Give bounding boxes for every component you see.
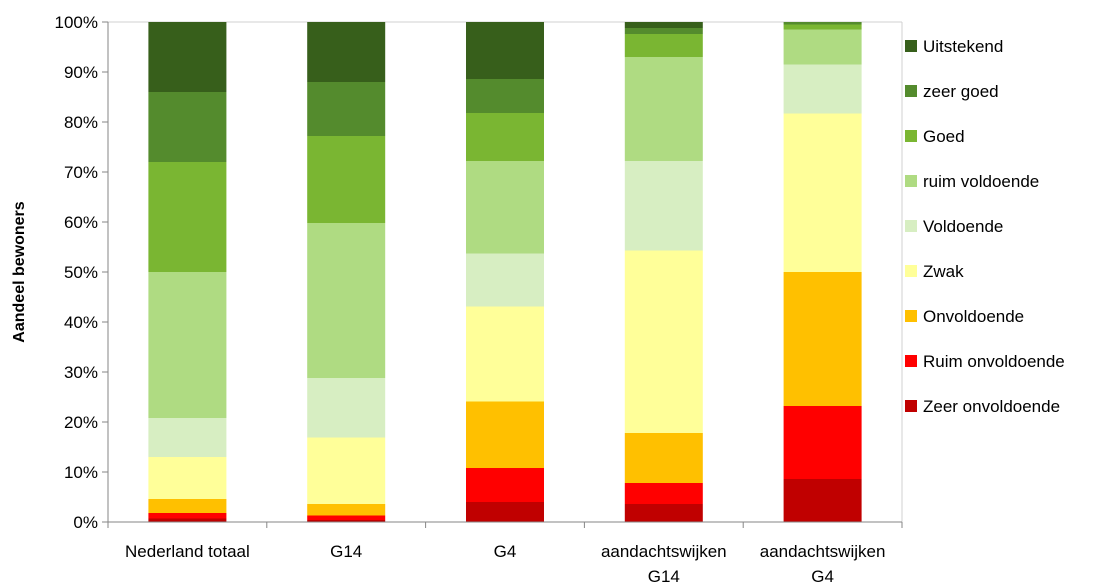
y-tick-label: 20% [64, 413, 98, 432]
bar-segment-onvoldoende [307, 504, 386, 516]
bar-segment-zeer-onvoldoende [307, 520, 386, 522]
bar-segment-zwak [783, 113, 862, 272]
legend-label: zeer goed [923, 82, 999, 101]
bar-segment-ruim-voldoende [307, 223, 386, 378]
legend-swatch [905, 265, 917, 277]
x-category-label: aandachtswijken [760, 542, 886, 561]
x-category-label: G14 [330, 542, 362, 561]
bar-segment-goed [783, 24, 862, 30]
legend-label: Zeer onvoldoende [923, 397, 1060, 416]
bar-segment-ruim-onvoldoende [466, 468, 544, 502]
bar-segment-ruim-voldoende [624, 57, 703, 161]
bar-segment-voldoende [624, 161, 703, 251]
y-tick-label: 40% [64, 313, 98, 332]
bar-segment-voldoende [148, 418, 227, 457]
bar-segment-goed [307, 136, 386, 223]
bar-segment-zeer-onvoldoende [783, 479, 862, 522]
legend-swatch [905, 130, 917, 142]
bar-segment-zeer-goed [148, 92, 227, 162]
bar-segment-ruim-voldoende [466, 161, 544, 254]
legend-label: ruim voldoende [923, 172, 1039, 191]
legend-swatch [905, 40, 917, 52]
bar-segment-ruim-onvoldoende [624, 483, 703, 504]
legend-swatch [905, 310, 917, 322]
bar-segment-zeer-onvoldoende [624, 504, 703, 522]
bar-segment-zwak [307, 437, 386, 504]
bar-segment-goed [148, 162, 227, 272]
bar-segment-uitstekend [307, 22, 386, 82]
bar-segment-zeer-goed [466, 79, 544, 113]
bar-segment-zwak [624, 250, 703, 433]
legend-swatch [905, 220, 917, 232]
y-tick-label: 50% [64, 263, 98, 282]
legend-label: Voldoende [923, 217, 1003, 236]
bar-segment-zeer-goed [783, 22, 862, 25]
y-tick-label: 0% [73, 513, 98, 532]
x-category-label: aandachtswijken [601, 542, 727, 561]
bar-segment-zwak [466, 306, 544, 402]
bar-segment-voldoende [466, 253, 544, 307]
bar-segment-onvoldoende [466, 401, 544, 468]
bar-segment-zeer-onvoldoende [148, 518, 227, 522]
bar-segment-uitstekend [466, 22, 544, 79]
y-axis: 0% 10% 20% 30% 40% 50% 60% 70% 80% 90% 100% [55, 13, 109, 532]
y-tick-label: 30% [64, 363, 98, 382]
y-tick-label: 100% [55, 13, 98, 32]
bar-segment-ruim-voldoende [783, 29, 862, 65]
bar-segment-uitstekend [148, 22, 227, 92]
legend-label: Ruim onvoldoende [923, 352, 1065, 371]
bar-segment-zwak [148, 457, 227, 499]
legend-swatch [905, 175, 917, 187]
x-category-label: G4 [811, 567, 834, 585]
legend-label: Goed [923, 127, 965, 146]
legend-label: Onvoldoende [923, 307, 1024, 326]
legend: Uitstekend zeer goed Goed ruim voldoende Vol… [905, 37, 1065, 416]
bars [148, 22, 862, 522]
x-axis: Nederland totaal G14 G4 aandachtswijken G14 a… [107, 521, 903, 585]
legend-swatch [905, 355, 917, 367]
bar-segment-zeer-goed [624, 28, 703, 34]
bar-segment-uitstekend [624, 22, 703, 28]
x-category-label: G4 [494, 542, 517, 561]
bar-segment-ruim-onvoldoende [148, 513, 227, 519]
bar-segment-voldoende [307, 378, 386, 438]
bar-segment-onvoldoende [148, 499, 227, 513]
bar-segment-onvoldoende [624, 433, 703, 483]
y-tick-label: 70% [64, 163, 98, 182]
y-tick-label: 60% [64, 213, 98, 232]
bar-segment-goed [466, 113, 544, 161]
bar-segment-zeer-onvoldoende [466, 502, 544, 522]
legend-swatch [905, 400, 917, 412]
bar-segment-ruim-onvoldoende [307, 515, 386, 520]
x-category-label: G14 [648, 567, 680, 585]
legend-label: Zwak [923, 262, 964, 281]
bar-segment-ruim-voldoende [148, 272, 227, 418]
x-category-label: Nederland totaal [125, 542, 250, 561]
legend-label: Uitstekend [923, 37, 1003, 56]
bar-segment-goed [624, 34, 703, 57]
bar-segment-zeer-goed [307, 82, 386, 136]
bar-segment-ruim-onvoldoende [783, 406, 862, 479]
bar-segment-voldoende [783, 64, 862, 114]
y-tick-label: 80% [64, 113, 98, 132]
bar-segment-onvoldoende [783, 272, 862, 406]
y-tick-label: 90% [64, 63, 98, 82]
legend-swatch [905, 85, 917, 97]
y-axis-title: Aandeel bewoners [11, 201, 28, 342]
y-tick-label: 10% [64, 463, 98, 482]
